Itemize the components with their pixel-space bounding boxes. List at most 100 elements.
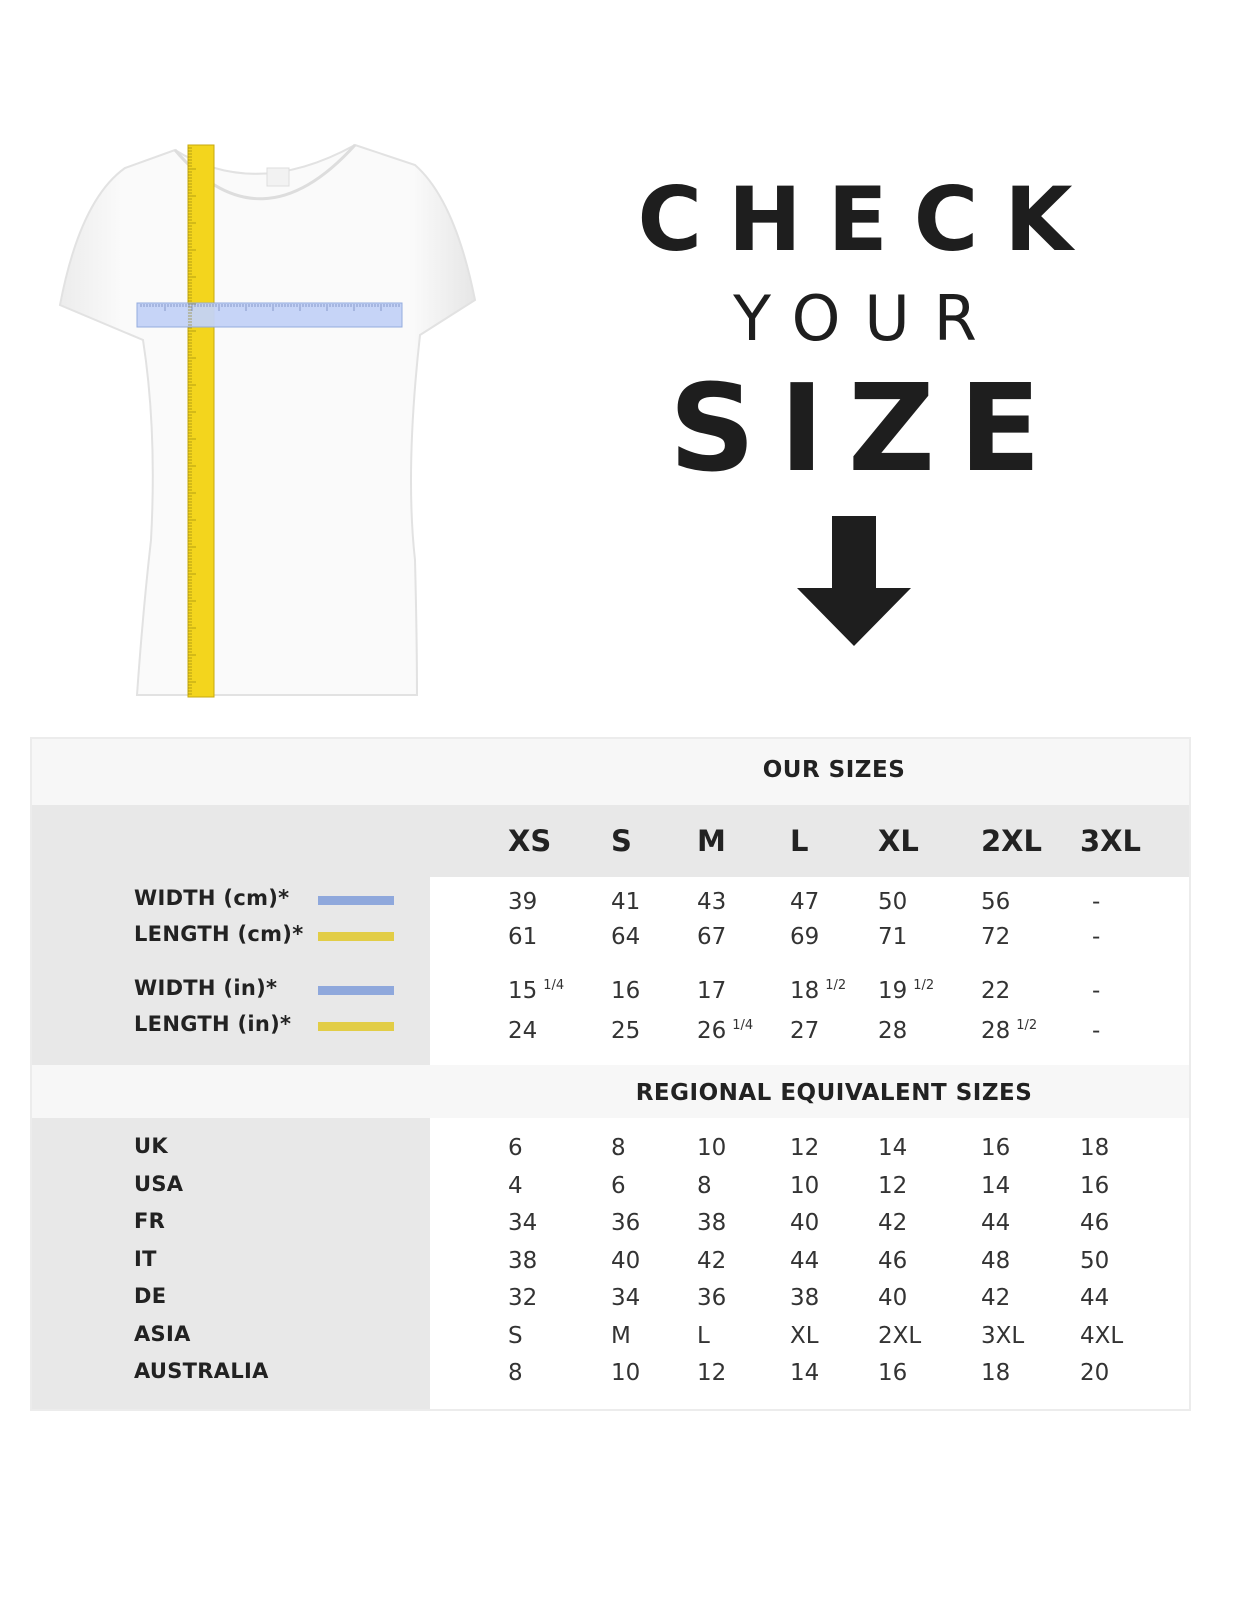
heading-size: SIZE xyxy=(668,360,1066,499)
value-main: 26 xyxy=(697,1018,727,1044)
swatch-width xyxy=(318,896,394,905)
size-chart-table xyxy=(30,737,1191,1411)
heading-your: YOUR xyxy=(733,282,1001,355)
regional-value: 4XL xyxy=(1080,1322,1124,1349)
regional-value: 8 xyxy=(611,1135,626,1161)
regional-value: 42 xyxy=(697,1247,727,1274)
measurement-value: 18 1/2 xyxy=(790,978,846,1004)
measurement-value: 41 xyxy=(611,889,640,915)
measurement-value: - xyxy=(1092,978,1100,1004)
regional-value: 50 xyxy=(1080,1247,1110,1274)
swatch-length xyxy=(318,1022,394,1031)
value-main: 25 xyxy=(611,1018,641,1044)
horizontal-tape-measure xyxy=(136,302,403,328)
regional-value: 16 xyxy=(1080,1172,1110,1199)
regional-value: S xyxy=(508,1322,523,1349)
regional-value: 32 xyxy=(508,1285,538,1311)
measurement-value: 24 xyxy=(508,1018,537,1044)
region-label: USA xyxy=(134,1171,184,1196)
regional-value: 48 xyxy=(981,1247,1011,1274)
regional-value: 18 xyxy=(1080,1135,1110,1161)
regional-value: 40 xyxy=(878,1285,908,1311)
regional-value: 10 xyxy=(697,1135,727,1161)
value-main: 15 xyxy=(508,978,538,1004)
regional-value: 38 xyxy=(697,1210,727,1236)
value-main: 43 xyxy=(697,889,727,915)
measurement-label: WIDTH (in)* xyxy=(134,976,278,1000)
value-main: 17 xyxy=(697,978,727,1004)
value-main: 71 xyxy=(878,924,908,950)
regional-value: 2XL xyxy=(878,1322,922,1349)
value-main: 24 xyxy=(508,1018,538,1044)
regional-value: 36 xyxy=(611,1210,641,1236)
value-main: 41 xyxy=(611,889,641,915)
regional-value: XL xyxy=(790,1322,819,1349)
value-main: 69 xyxy=(790,924,820,950)
swatch-length xyxy=(318,932,394,941)
region-label: ASIA xyxy=(134,1321,191,1346)
region-label: AUSTRALIA xyxy=(134,1359,269,1383)
measurement-label: LENGTH (in)* xyxy=(134,1012,292,1036)
regional-value: 10 xyxy=(611,1360,641,1386)
regional-value: 38 xyxy=(508,1247,538,1274)
value-fraction: 1/2 xyxy=(1016,1018,1038,1033)
value-fraction: 1/4 xyxy=(732,1018,754,1033)
value-main: 56 xyxy=(981,889,1011,915)
our-sizes-header-band xyxy=(32,739,1189,805)
regional-value: 40 xyxy=(790,1210,820,1236)
regional-value: 34 xyxy=(611,1285,641,1311)
measurement-value: 22 xyxy=(981,978,1010,1004)
regional-value: 16 xyxy=(878,1360,908,1386)
regional-header-band xyxy=(32,1065,1189,1118)
size-header-row xyxy=(32,805,1189,877)
size-header: L xyxy=(790,824,809,858)
measurement-value: 61 xyxy=(508,924,537,950)
regional-value: 18 xyxy=(981,1360,1011,1386)
regional-value: L xyxy=(697,1322,710,1349)
value-main: 27 xyxy=(790,1018,820,1044)
regional-value: 20 xyxy=(1080,1360,1110,1386)
measurement-value: 50 xyxy=(878,889,907,915)
our-sizes-title: OUR SIZES xyxy=(762,757,906,783)
value-fraction: 1/2 xyxy=(913,978,935,993)
value-main: 28 xyxy=(981,1018,1011,1044)
value-fraction: 1/2 xyxy=(825,978,847,993)
region-label: IT xyxy=(134,1246,157,1271)
measurement-value: 67 xyxy=(697,924,726,950)
measurement-value: 27 xyxy=(790,1018,819,1044)
region-label: FR xyxy=(134,1209,166,1233)
measurement-value: - xyxy=(1092,1018,1100,1044)
regional-value: 44 xyxy=(981,1210,1011,1236)
measurement-label-column xyxy=(32,877,430,1065)
value-main: - xyxy=(1092,924,1101,950)
measurement-value: 71 xyxy=(878,924,907,950)
region-label: UK xyxy=(134,1134,168,1158)
measurement-value: 69 xyxy=(790,924,819,950)
measurement-value: 26 1/4 xyxy=(697,1018,753,1044)
regional-value: 10 xyxy=(790,1172,820,1199)
arrow-down-icon xyxy=(797,516,911,646)
value-main: - xyxy=(1092,889,1101,915)
regional-value: 14 xyxy=(790,1360,820,1386)
measurement-label: WIDTH (cm)* xyxy=(134,886,290,910)
value-fraction: 1/4 xyxy=(543,978,565,993)
regional-value: 44 xyxy=(1080,1285,1110,1311)
regional-label-column xyxy=(32,1118,430,1409)
measurement-value: 72 xyxy=(981,924,1010,950)
regional-value: 12 xyxy=(878,1172,908,1199)
measurement-value: 25 xyxy=(611,1018,640,1044)
value-main: 19 xyxy=(878,978,908,1004)
value-main: 47 xyxy=(790,889,820,915)
t-shirt-shape xyxy=(58,143,477,696)
vertical-tape-measure xyxy=(187,144,215,698)
regional-value: 44 xyxy=(790,1247,820,1274)
regional-value: M xyxy=(611,1322,631,1349)
value-main: 72 xyxy=(981,924,1011,950)
size-header: 3XL xyxy=(1080,824,1142,858)
value-main: 39 xyxy=(508,889,538,915)
region-label: DE xyxy=(134,1284,167,1308)
swatch-width xyxy=(318,986,394,995)
size-header: S xyxy=(611,824,632,858)
regional-value: 46 xyxy=(878,1247,908,1274)
value-main: 61 xyxy=(508,924,538,950)
